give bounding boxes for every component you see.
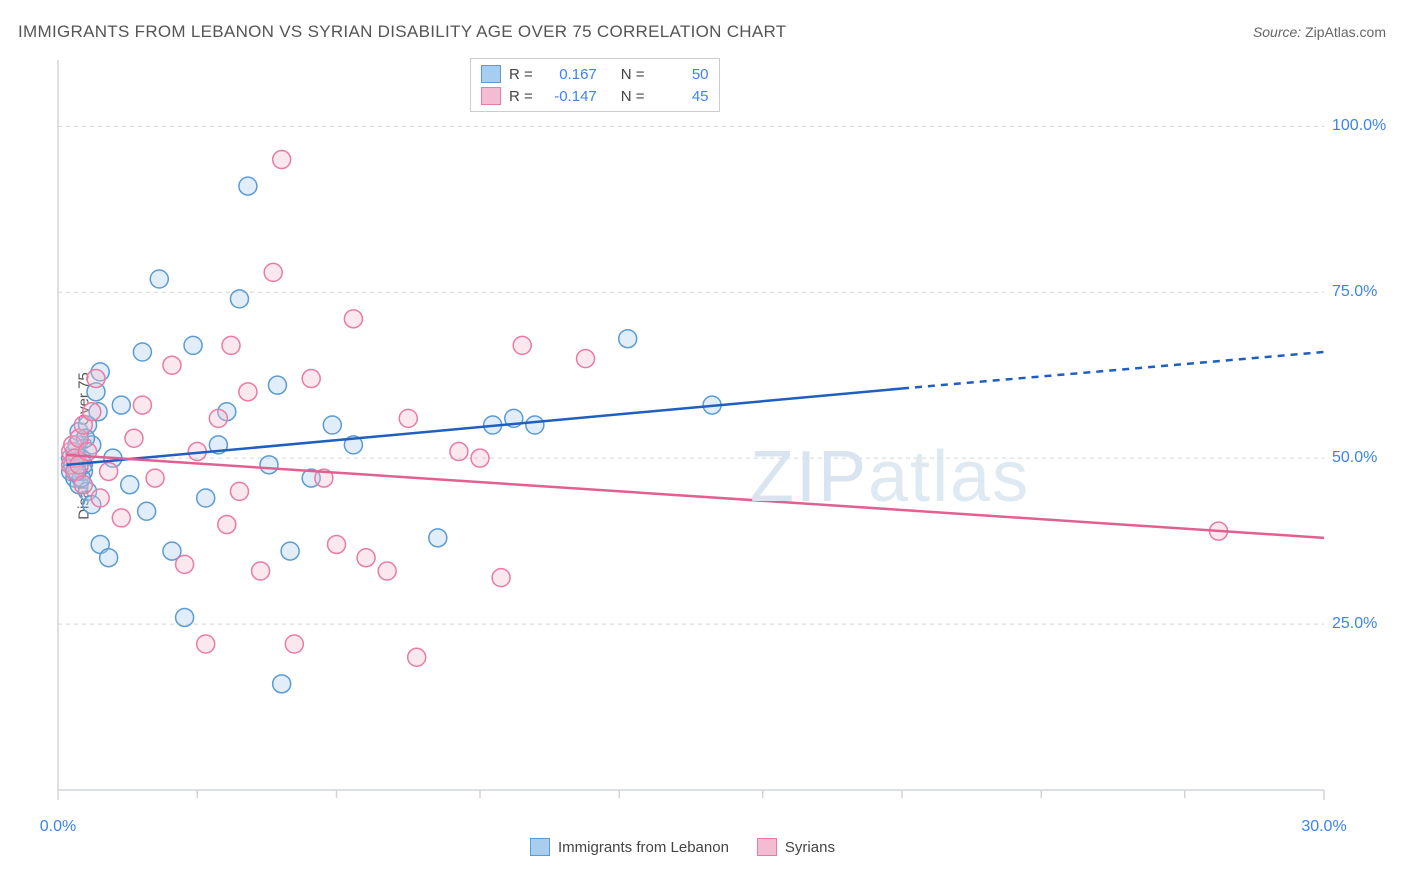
legend-label: Immigrants from Lebanon	[558, 839, 729, 856]
bottom-legend: Immigrants from Lebanon Syrians	[530, 838, 835, 856]
n-label: N =	[621, 88, 645, 105]
source-attribution: Source: ZipAtlas.com	[1253, 24, 1386, 40]
swatch-icon	[481, 65, 501, 83]
n-value: 50	[653, 66, 709, 83]
legend-item: Immigrants from Lebanon	[530, 838, 729, 856]
legend-item: Syrians	[757, 838, 835, 856]
y-tick-label: 25.0%	[1332, 615, 1406, 633]
chart-container: IMMIGRANTS FROM LEBANON VS SYRIAN DISABI…	[0, 0, 1406, 892]
swatch-icon	[481, 87, 501, 105]
n-value: 45	[653, 88, 709, 105]
stats-row: R = -0.147 N = 45	[481, 85, 709, 107]
x-tick-label: 30.0%	[1301, 818, 1346, 836]
plot-area: ZIPatlas R = 0.167 N = 50 R = -0.147 N =…	[50, 56, 1386, 824]
source-label: Source:	[1253, 24, 1301, 40]
y-tick-label: 75.0%	[1332, 283, 1406, 301]
source-value: ZipAtlas.com	[1305, 24, 1386, 40]
r-value: -0.147	[541, 88, 597, 105]
chart-svg	[50, 56, 1386, 824]
swatch-icon	[530, 838, 550, 856]
x-tick-label: 0.0%	[40, 818, 76, 836]
n-label: N =	[621, 66, 645, 83]
r-value: 0.167	[541, 66, 597, 83]
r-label: R =	[509, 66, 533, 83]
chart-title: IMMIGRANTS FROM LEBANON VS SYRIAN DISABI…	[18, 22, 786, 42]
r-label: R =	[509, 88, 533, 105]
stats-row: R = 0.167 N = 50	[481, 63, 709, 85]
y-tick-label: 50.0%	[1332, 449, 1406, 467]
swatch-icon	[757, 838, 777, 856]
stats-legend-box: R = 0.167 N = 50 R = -0.147 N = 45	[470, 58, 720, 112]
y-tick-label: 100.0%	[1332, 117, 1406, 135]
legend-label: Syrians	[785, 839, 835, 856]
